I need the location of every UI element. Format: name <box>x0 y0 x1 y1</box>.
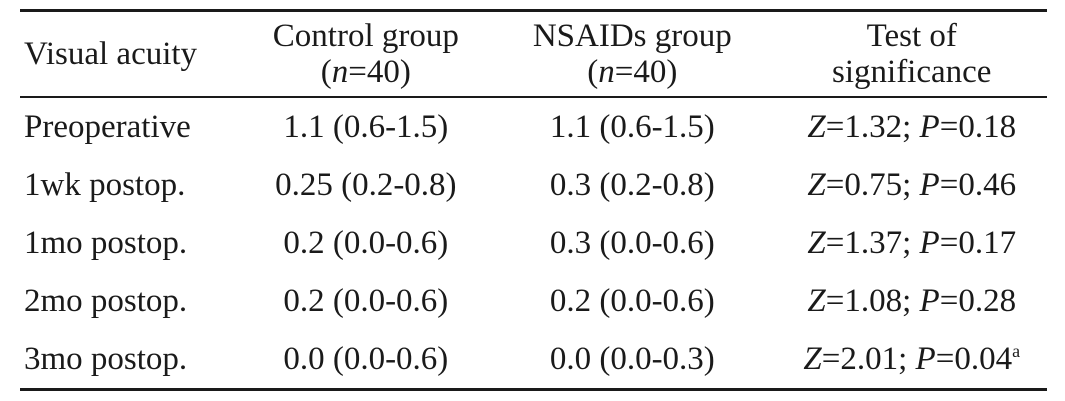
row-label: Preoperative <box>24 109 191 145</box>
z-value: =1.37; <box>825 225 920 261</box>
p-value: =0.28 <box>939 283 1017 319</box>
p-label: P <box>919 225 940 261</box>
p-label: P <box>919 167 940 203</box>
table-header: Visual acuity Control group (n=40) NSAID… <box>20 9 1047 98</box>
header-nsaids-group: NSAIDs group (n=40) <box>488 9 777 98</box>
p-value: =0.18 <box>939 109 1017 145</box>
header-control-n-label: n <box>331 54 349 90</box>
p-label: P <box>915 341 936 377</box>
z-value: =2.01; <box>821 341 916 377</box>
nsaids-group-value: 0.2 (0.0-0.6) <box>549 283 715 319</box>
p-label: P <box>919 283 940 319</box>
z-label: Z <box>807 283 826 319</box>
significance-value: Z=1.32; P=0.18 <box>776 97 1047 156</box>
header-visual-acuity-label: Visual acuity <box>24 36 198 72</box>
z-label: Z <box>807 225 826 261</box>
footnote-marker: a <box>1012 341 1021 361</box>
table-row: Preoperative 1.1 (0.6-1.5) 1.1 (0.6-1.5) Z=… <box>20 97 1047 156</box>
z-value: =1.08; <box>825 283 920 319</box>
nsaids-group-value: 0.3 (0.2-0.8) <box>549 167 715 203</box>
z-label: Z <box>803 341 822 377</box>
control-group-value: 1.1 (0.6-1.5) <box>283 109 449 145</box>
z-value: =1.32; <box>825 109 920 145</box>
header-control-n-value: =40 <box>348 54 400 90</box>
table-row: 3mo postop. 0.0 (0.0-0.6) 0.0 (0.0-0.3) Z=2… <box>20 330 1047 391</box>
header-control-group-n: (n=40) <box>320 54 411 90</box>
control-group-value: 0.0 (0.0-0.6) <box>243 330 489 391</box>
significance-value: Z=0.75; P=0.46 <box>776 156 1047 214</box>
significance-value: Z=1.08; P=0.28 <box>776 272 1047 330</box>
header-row: Visual acuity Control group (n=40) NSAID… <box>20 9 1047 98</box>
row-label: 1wk postop. <box>24 167 186 203</box>
table-row: 2mo postop. 0.2 (0.0-0.6) 0.2 (0.0-0.6) Z=1… <box>20 272 1047 330</box>
header-nsaids-n-value: =40 <box>614 54 667 90</box>
header-nsaids-group-n: (n=40) <box>587 54 678 90</box>
row-label: 1mo postop. <box>24 225 188 261</box>
header-nsaids-n-label: n <box>598 54 615 90</box>
z-label: Z <box>807 167 826 203</box>
control-group-value: 0.2 (0.0-0.6) <box>283 225 449 261</box>
z-value: =0.75; <box>825 167 920 203</box>
nsaids-group-value: 0.0 (0.0-0.3) <box>488 330 777 391</box>
row-label: 2mo postop. <box>24 283 188 319</box>
table-body: Preoperative 1.1 (0.6-1.5) 1.1 (0.6-1.5) Z=… <box>20 97 1047 391</box>
header-test-line2: significance <box>832 54 992 90</box>
header-nsaids-group-title: NSAIDs group <box>532 18 732 54</box>
header-visual-acuity: Visual acuity <box>20 9 244 98</box>
visual-acuity-table: Visual acuity Control group (n=40) NSAID… <box>20 9 1047 391</box>
p-label: P <box>919 109 940 145</box>
header-control-group-title: Control group <box>272 18 459 54</box>
p-value: =0.17 <box>939 225 1017 261</box>
p-value: =0.46 <box>939 167 1017 203</box>
control-group-value: 0.2 (0.0-0.6) <box>283 283 449 319</box>
header-control-group: Control group (n=40) <box>243 9 489 98</box>
nsaids-group-value: 1.1 (0.6-1.5) <box>549 109 715 145</box>
table-row: 1wk postop. 0.25 (0.2-0.8) 0.3 (0.2-0.8) Z=… <box>20 156 1047 214</box>
header-test-of-significance: Test of significance <box>776 9 1047 98</box>
p-value: =0.04 <box>935 341 1013 377</box>
table-row: 1mo postop. 0.2 (0.0-0.6) 0.3 (0.0-0.6) Z=1… <box>20 214 1047 272</box>
header-test-line1: Test of <box>866 18 957 54</box>
significance-value: Z=1.37; P=0.17 <box>776 214 1047 272</box>
control-group-value: 0.25 (0.2-0.8) <box>275 167 457 203</box>
significance-value: Z=2.01; P=0.04a <box>776 330 1047 391</box>
row-label: 3mo postop. <box>20 330 244 391</box>
nsaids-group-value: 0.3 (0.0-0.6) <box>549 225 715 261</box>
z-label: Z <box>807 109 826 145</box>
